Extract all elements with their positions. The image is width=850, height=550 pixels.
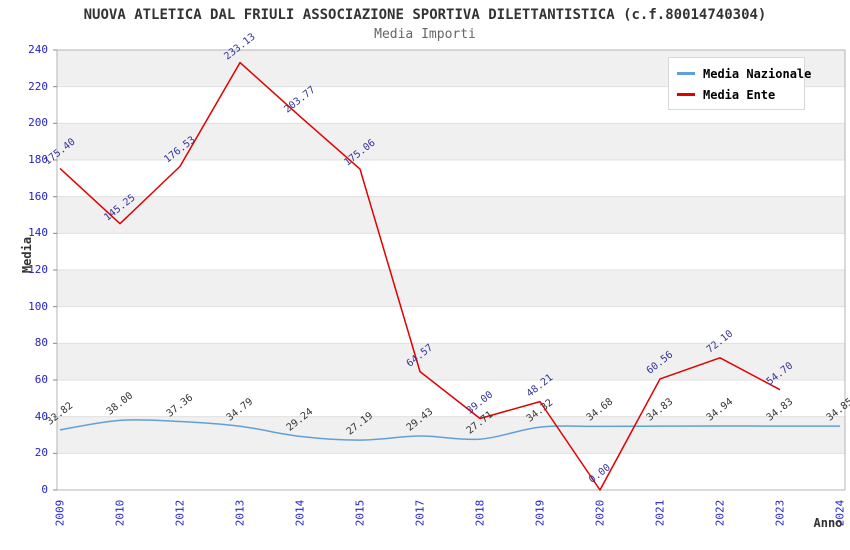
x-tick-label: 2017 xyxy=(413,499,427,527)
x-tick-label: 2022 xyxy=(713,499,727,527)
plot-band xyxy=(57,123,845,160)
x-tick-label: 2023 xyxy=(773,499,787,527)
x-tick-label: 2015 xyxy=(353,499,367,527)
y-tick-label: 120 xyxy=(28,263,48,276)
x-tick-label: 2012 xyxy=(173,499,187,527)
x-tick-label: 2020 xyxy=(593,499,607,527)
x-tick-label: 2009 xyxy=(53,499,67,527)
series-line-media-nazionale xyxy=(59,419,841,441)
x-tick-label: 2018 xyxy=(473,499,487,527)
y-tick-label: 200 xyxy=(28,116,48,130)
y-tick-label: 0 xyxy=(41,483,48,496)
y-tick-label: 60 xyxy=(34,373,48,386)
x-axis-title: Anno xyxy=(813,516,843,530)
plot-band xyxy=(57,380,845,417)
plot-band xyxy=(57,196,845,234)
y-tick-label: 80 xyxy=(34,336,48,350)
legend-item-media-ente: Media Ente xyxy=(677,86,796,103)
y-tick-label: 240 xyxy=(28,43,48,56)
plot-band xyxy=(57,306,845,344)
y-tick-label: 220 xyxy=(28,79,48,93)
chart-subtitle: Media Importi xyxy=(374,27,476,42)
chart-title: NUOVA ATLETICA DAL FRIULI ASSOCIAZIONE S… xyxy=(83,7,767,23)
legend-swatch-nazionale-icon xyxy=(677,72,695,75)
x-tick-label: 2019 xyxy=(533,499,547,527)
y-tick-label: 160 xyxy=(28,189,48,203)
plot-band xyxy=(57,453,845,490)
plot-band xyxy=(57,233,845,270)
legend-item-media-nazionale: Media Nazionale xyxy=(677,65,811,82)
plot-band xyxy=(57,270,845,307)
legend-label: Media Ente xyxy=(703,87,776,102)
plot-band xyxy=(57,160,845,197)
y-tick-label: 20 xyxy=(34,446,48,460)
x-tick-label: 2013 xyxy=(233,499,247,527)
y-tick-label: 180 xyxy=(28,153,48,166)
y-axis-title: Media xyxy=(20,236,34,274)
plot-band xyxy=(57,416,845,454)
x-tick-label: 2021 xyxy=(653,499,667,527)
series-line-media-ente xyxy=(59,61,781,491)
y-tick-label: 40 xyxy=(34,409,48,423)
y-tick-label: 100 xyxy=(28,299,48,313)
legend: Media Nazionale Media Ente xyxy=(668,57,811,110)
x-tick-label: 2010 xyxy=(113,499,127,527)
legend-swatch-ente-icon xyxy=(677,93,695,96)
legend-label: Media Nazionale xyxy=(703,66,812,81)
plot-band xyxy=(57,343,845,380)
x-tick-label: 2014 xyxy=(293,499,307,527)
y-tick-label: 140 xyxy=(28,226,48,240)
